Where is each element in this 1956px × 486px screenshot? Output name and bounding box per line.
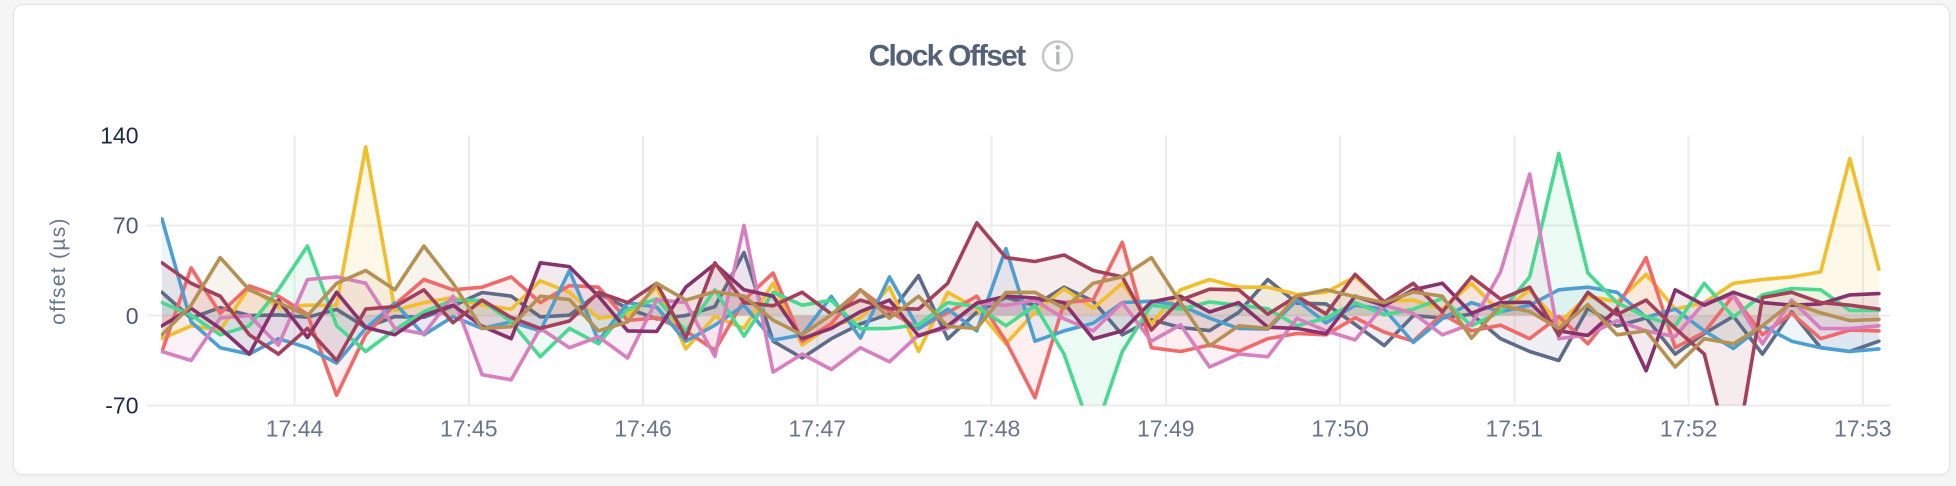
svg-text:17:49: 17:49 bbox=[1137, 415, 1195, 441]
svg-text:17:52: 17:52 bbox=[1660, 415, 1718, 441]
svg-text:17:48: 17:48 bbox=[963, 415, 1021, 441]
svg-text:17:46: 17:46 bbox=[614, 415, 672, 441]
svg-text:offset (µs): offset (µs) bbox=[47, 217, 70, 325]
svg-text:17:50: 17:50 bbox=[1311, 415, 1369, 441]
svg-text:140: 140 bbox=[100, 123, 138, 149]
svg-text:17:51: 17:51 bbox=[1486, 415, 1544, 441]
svg-text:-70: -70 bbox=[105, 393, 138, 419]
svg-text:70: 70 bbox=[113, 213, 139, 239]
svg-text:17:44: 17:44 bbox=[266, 415, 324, 441]
svg-text:0: 0 bbox=[126, 303, 139, 329]
svg-text:17:53: 17:53 bbox=[1834, 415, 1892, 441]
svg-text:17:47: 17:47 bbox=[789, 415, 847, 441]
svg-text:17:45: 17:45 bbox=[440, 415, 498, 441]
svg-text:Clock Offset: Clock Offset bbox=[869, 40, 1026, 73]
